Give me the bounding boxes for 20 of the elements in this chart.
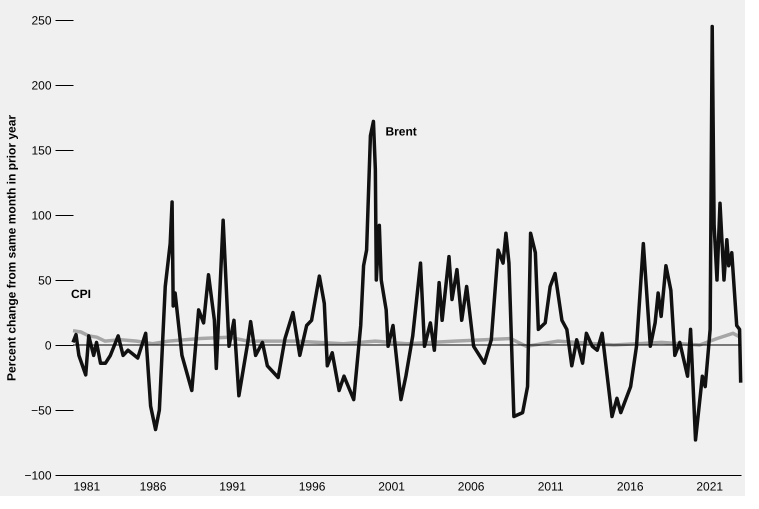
y-tick-label: 200 — [31, 78, 52, 92]
y-tick-label: 150 — [31, 144, 52, 158]
text: CPI — [70, 287, 91, 301]
y-tick-label: 0 — [44, 338, 52, 352]
y-tick-label: 100 — [31, 208, 52, 222]
y-tick-label: −50 — [31, 404, 52, 418]
y-tick-label: 50 — [38, 274, 52, 288]
x-tick-label: 1991 — [219, 480, 246, 494]
x-tick-label: 2006 — [458, 480, 485, 494]
x-tick-label: 2016 — [616, 480, 644, 494]
x-tick-label: 2001 — [378, 480, 406, 494]
y-axis-title: Percent change from same month in prior year — [4, 114, 18, 382]
x-tick-label: 2011 — [538, 480, 564, 494]
series-label: Brent — [385, 124, 417, 138]
x-tick-label: 1996 — [298, 480, 326, 494]
x-tick-label: 2021 — [696, 480, 724, 494]
x-tick-label: 1981 — [74, 480, 101, 494]
x-tick-label: 1986 — [140, 480, 167, 494]
y-tick-label: −100 — [24, 468, 52, 482]
y-tick-label: 250 — [31, 14, 52, 28]
